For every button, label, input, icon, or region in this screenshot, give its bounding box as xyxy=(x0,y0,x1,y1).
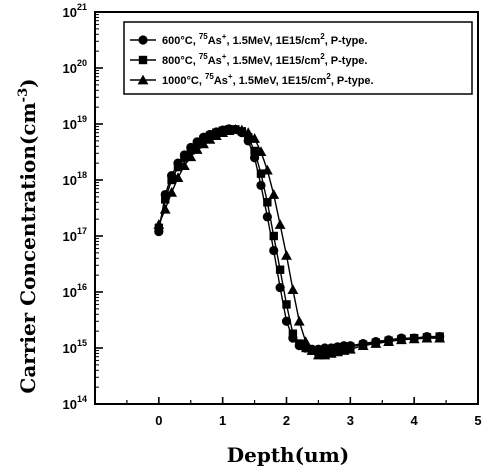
data-point-square xyxy=(161,195,170,204)
y-axis-title-exponent: -3 xyxy=(16,88,31,102)
data-point-triangle xyxy=(383,336,395,346)
x-axis-title: Depth(um) xyxy=(227,443,349,467)
data-point-triangle xyxy=(166,187,177,197)
data-point-triangle xyxy=(185,151,197,162)
y-tick-label: 1016 xyxy=(63,282,87,300)
legend-marker-square xyxy=(138,55,148,65)
data-point-triangle xyxy=(293,315,305,326)
series-layer xyxy=(153,124,446,360)
data-point-square xyxy=(167,175,176,185)
data-point-square xyxy=(256,169,266,178)
data-point-square xyxy=(301,343,310,353)
data-point-square xyxy=(269,231,278,241)
data-point-triangle xyxy=(153,219,165,229)
data-point-square xyxy=(180,153,189,162)
data-point-triangle xyxy=(274,219,286,229)
data-point-triangle xyxy=(236,124,248,135)
y-axis-title-main: Carrier Concentration(cm xyxy=(16,102,40,393)
y-axis-title-group: Carrier Concentration(cm-3) xyxy=(16,78,40,393)
y-tick-label: 1019 xyxy=(63,114,87,132)
data-point-triangle xyxy=(281,250,292,260)
y-tick-label: 1014 xyxy=(63,394,87,412)
data-point-triangle xyxy=(268,189,280,199)
x-tick-label: 3 xyxy=(347,413,354,428)
data-point-triangle xyxy=(191,144,203,154)
y-tick-label: 1017 xyxy=(63,226,87,244)
legend-marker-circle xyxy=(138,35,148,45)
legend-entry-circle: 600°C, 75As+, 1.5MeV, 1E15/cm2, P-type. xyxy=(130,32,367,47)
data-point-triangle xyxy=(434,332,446,343)
data-point-triangle xyxy=(178,160,190,171)
y-tick-label: 1020 xyxy=(63,58,87,76)
data-point-triangle xyxy=(159,203,171,214)
data-point-square xyxy=(275,265,285,274)
x-tick-label: 0 xyxy=(155,413,162,428)
ticks-layer: 0 1 2 3 4 5 1014 1015 1016 1017 1018 1019 1020 1021 xyxy=(63,2,482,428)
data-point-square xyxy=(263,198,272,207)
data-point-triangle xyxy=(357,340,369,351)
data-point-triangle xyxy=(198,138,209,149)
data-point-circle xyxy=(281,316,292,326)
data-point-square xyxy=(282,300,291,309)
data-point-triangle xyxy=(287,284,299,295)
data-point-square xyxy=(288,329,298,338)
x-tick-label: 2 xyxy=(283,413,290,428)
y-tick-label: 1015 xyxy=(63,338,87,356)
data-point-triangle xyxy=(204,134,216,144)
x-tick-label: 5 xyxy=(474,413,481,428)
data-point-square xyxy=(295,339,304,348)
data-point-triangle xyxy=(421,332,433,343)
data-point-triangle xyxy=(210,130,222,140)
data-point-triangle xyxy=(255,146,267,157)
data-point-square xyxy=(186,146,195,155)
data-point-triangle xyxy=(300,336,312,346)
data-point-triangle xyxy=(396,334,407,345)
data-point-triangle xyxy=(249,133,260,143)
legend-entry-triangle: 1000°C, 75As+, 1.5MeV, 1E15/cm2, P-type. xyxy=(130,72,374,87)
data-point-triangle xyxy=(242,127,254,137)
data-point-triangle xyxy=(344,343,356,354)
x-tick-label: 1 xyxy=(219,413,226,428)
y-tick-label: 1018 xyxy=(63,170,87,188)
legend-label: 600°C, 75As+, 1.5MeV, 1E15/cm2, P-type. xyxy=(162,32,367,47)
data-point-square xyxy=(173,162,183,172)
y-axis-title-close: ) xyxy=(16,78,40,87)
legend-entry-square: 800°C, 75As+, 1.5MeV, 1E15/cm2, P-type. xyxy=(130,52,367,67)
data-point-triangle xyxy=(306,345,318,355)
y-axis-title: Carrier Concentration(cm-3) xyxy=(16,78,40,393)
x-tick-label: 4 xyxy=(411,413,419,428)
data-point-triangle xyxy=(172,172,184,183)
data-point-square xyxy=(250,146,259,156)
data-point-triangle xyxy=(370,338,382,348)
legend-marker-triangle xyxy=(137,74,149,85)
legend-box xyxy=(123,21,473,95)
data-point-triangle xyxy=(408,333,420,344)
series-triangle xyxy=(153,124,446,360)
data-point-triangle xyxy=(261,164,273,175)
y-tick-label: 1021 xyxy=(63,2,87,20)
legend-label: 1000°C, 75As+, 1.5MeV, 1E15/cm2, P-type. xyxy=(162,72,374,87)
data-point-square xyxy=(244,133,253,142)
legend-label: 800°C, 75As+, 1.5MeV, 1E15/cm2, P-type. xyxy=(162,52,367,67)
legend: 600°C, 75As+, 1.5MeV, 1E15/cm2, P-type. 8… xyxy=(123,21,473,95)
